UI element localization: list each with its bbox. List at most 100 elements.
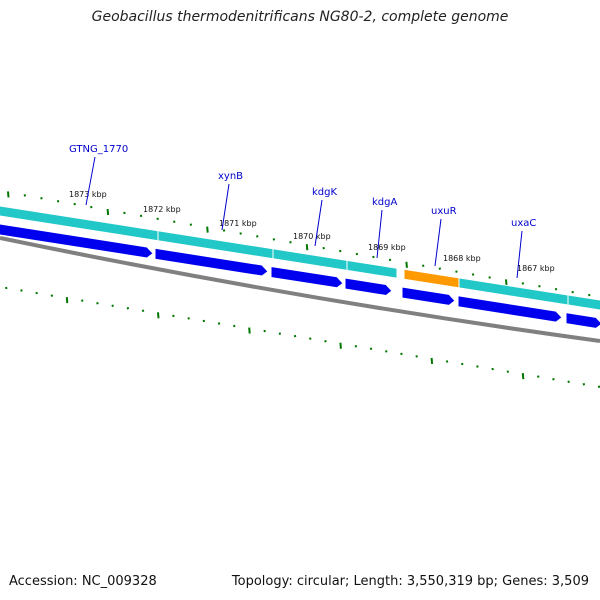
outer-tick <box>305 244 309 251</box>
gene-segment <box>403 268 460 289</box>
outer-tick <box>488 276 491 279</box>
inner-tick <box>461 362 464 366</box>
outer-tick <box>272 238 276 241</box>
outer-tick <box>405 261 408 268</box>
inner-tick <box>552 377 555 381</box>
gene-name-label: GTNG_1770 <box>69 144 128 155</box>
inner-tick <box>81 299 84 302</box>
outer-tick <box>7 191 10 198</box>
inner-tick <box>567 380 570 383</box>
inner-tick <box>20 289 23 292</box>
inner-tick <box>476 365 479 368</box>
cds-arrow <box>565 312 600 329</box>
gene-segment <box>567 294 600 311</box>
gene-segment <box>346 259 398 279</box>
inner-tick <box>324 339 327 343</box>
inner-tick <box>491 367 494 371</box>
inner-tick <box>430 357 434 365</box>
outer-tick <box>123 211 126 215</box>
inner-tick <box>141 309 145 313</box>
inner-tick <box>369 347 373 351</box>
inner-tick <box>96 301 99 305</box>
cds-arrow <box>401 286 456 306</box>
outer-tick <box>505 279 508 286</box>
outer-tick <box>56 199 60 203</box>
kbp-tick-label: 1872 kbp <box>143 205 181 214</box>
inner-tick <box>309 337 312 340</box>
kbp-tick-label: 1868 kbp <box>443 254 481 263</box>
outer-tick <box>289 241 292 244</box>
kbp-tick-label: 1869 kbp <box>368 243 406 252</box>
outer-tick <box>239 232 242 235</box>
gene-name-label: kdgA <box>372 197 397 208</box>
outer-tick <box>106 208 110 216</box>
outer-tick <box>222 229 226 232</box>
inner-tick <box>400 352 403 356</box>
inner-tick <box>278 332 282 335</box>
gene-leader-line <box>314 199 323 247</box>
outer-tick <box>339 249 342 253</box>
feature-layer <box>0 205 600 343</box>
outer-tick <box>438 267 442 270</box>
inner-tick <box>233 324 236 328</box>
inner-tick <box>157 312 160 319</box>
cds-arrow <box>344 277 393 297</box>
inner-tick <box>597 385 600 389</box>
gene-leader-line <box>221 183 230 231</box>
inner-tick <box>521 373 525 380</box>
inner-tick <box>187 317 190 320</box>
outer-tick <box>388 258 392 262</box>
inner-tick <box>582 383 586 386</box>
backbone-line <box>0 236 600 343</box>
kbp-tick-label: 1870 kbp <box>293 232 331 241</box>
inner-tick <box>50 294 54 297</box>
outer-tick <box>372 255 375 259</box>
outer-tick <box>355 252 359 256</box>
inner-tick <box>202 319 206 323</box>
outer-tick <box>173 220 176 223</box>
outer-tick <box>471 273 475 276</box>
outer-tick <box>23 194 27 197</box>
gene-segment <box>272 248 348 271</box>
tick-layer <box>5 191 600 389</box>
inner-tick <box>415 355 418 358</box>
inner-tick <box>537 375 540 378</box>
outer-tick <box>73 202 76 206</box>
outer-tick <box>256 235 259 238</box>
inner-tick <box>5 286 8 290</box>
outer-tick <box>40 197 43 200</box>
map-title: Geobacillus thermodenitrificans NG80-2, … <box>91 9 509 25</box>
inner-tick <box>354 345 358 348</box>
kbp-tick-label: 1867 kbp <box>517 264 555 273</box>
inner-tick <box>35 291 38 295</box>
outer-tick <box>139 214 143 218</box>
outer-tick <box>90 205 93 209</box>
topology-summary: Topology: circular; Length: 3,550,319 bp… <box>231 574 589 589</box>
gene-leader-line <box>85 156 96 206</box>
gene-leader-line <box>376 209 383 259</box>
gene-leader-line <box>516 230 523 279</box>
inner-tick <box>111 304 114 307</box>
inner-tick <box>217 322 221 325</box>
outer-tick <box>322 246 325 250</box>
cds-arrow <box>154 247 269 277</box>
kbp-tick-label: 1871 kbp <box>219 219 257 228</box>
cds-arrow <box>270 265 344 289</box>
gene-name-label: uxuR <box>431 206 457 217</box>
outer-tick <box>206 226 209 233</box>
gene-name-label: uxaC <box>511 218 536 229</box>
outer-tick <box>554 287 558 291</box>
gene-name-label: kdgK <box>312 187 337 198</box>
gene-leader-line <box>434 218 442 267</box>
inner-tick <box>339 342 342 349</box>
inner-tick <box>263 329 266 333</box>
outer-tick <box>156 217 159 221</box>
inner-tick <box>172 314 175 318</box>
outer-tick <box>455 270 458 273</box>
outer-tick <box>588 293 591 297</box>
inner-tick <box>126 307 130 310</box>
inner-tick <box>65 297 69 304</box>
inner-tick <box>248 327 251 334</box>
